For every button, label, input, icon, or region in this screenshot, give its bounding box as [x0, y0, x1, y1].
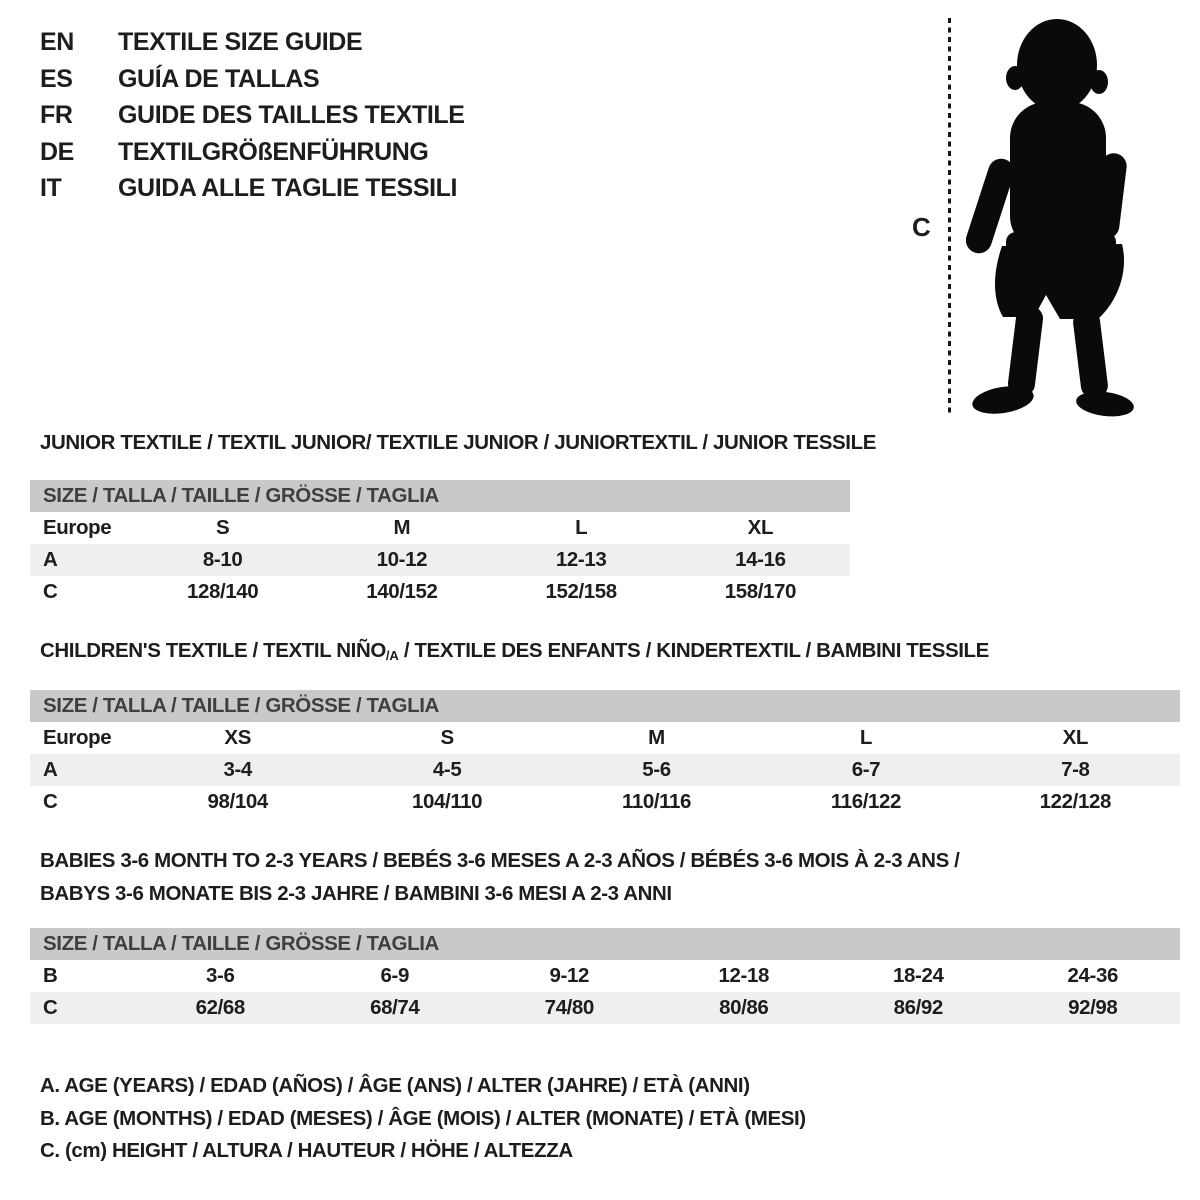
baby-silhouette-image — [966, 19, 1134, 417]
lang-code: IT — [40, 174, 62, 202]
column-header: XS — [224, 726, 251, 749]
table-cell: 4-5 — [432, 758, 462, 781]
note-height-cm: C. (cm) HEIGHT / ALTURA / HAUTEUR / HÖHE… — [40, 1139, 573, 1162]
table-cell: 128/140 — [186, 580, 259, 603]
lang-code: FR — [40, 101, 73, 129]
table-cell: 12-18 — [718, 964, 770, 987]
table-cell: 152/158 — [545, 580, 617, 603]
children-row-age: A 3-4 4-5 5-6 6-7 7-8 — [30, 754, 1180, 786]
babies-row-age-months: B 3-6 6-9 9-12 12-18 18-24 24-36 — [30, 960, 1180, 992]
note-age-years: A. AGE (YEARS) / EDAD (AÑOS) / ÂGE (ANS)… — [40, 1074, 750, 1097]
column-header: S — [440, 726, 454, 749]
column-header: L — [575, 516, 588, 539]
row-label: C — [43, 580, 58, 603]
column-header: Europe — [43, 726, 112, 749]
column-header: XL — [1062, 726, 1089, 749]
table-cell: 5-6 — [642, 758, 671, 781]
column-header: L — [859, 726, 873, 749]
children-heading-text: / TEXTILE DES ENFANTS / KINDERTEXTIL / B… — [398, 639, 990, 662]
lang-code: DE — [40, 137, 74, 166]
table-cell: 24-36 — [1067, 964, 1119, 987]
table-cell: 8-10 — [202, 548, 243, 571]
language-header: EN TEXTILE SIZE GUIDE ES GUÍA DE TALLAS … — [40, 24, 465, 207]
lang-row-fr: FR GUIDE DES TAILLES TEXTILE — [40, 97, 465, 134]
babies-size-table: SIZE / TALLA / TAILLE / GRÖSSE / TAGLIA … — [30, 928, 1180, 1024]
row-label: C — [43, 790, 58, 813]
lang-code: EN — [40, 28, 74, 56]
column-header: S — [215, 516, 230, 539]
table-cell: 6-7 — [851, 758, 881, 781]
table-cell: 12-13 — [555, 548, 607, 571]
column-header: Europe — [43, 516, 112, 539]
height-measure-dashed-line — [948, 18, 951, 416]
table-cell: 110/116 — [621, 790, 692, 813]
children-section-heading: CHILDREN'S TEXTILE / TEXTIL NIÑO/A / TEX… — [40, 639, 989, 665]
table-cell: 98/104 — [207, 790, 269, 813]
legend-notes: A. AGE (YEARS) / EDAD (AÑOS) / ÂGE (ANS)… — [40, 1070, 806, 1168]
table-cell: 6-9 — [380, 964, 410, 987]
lang-title: GUIDA ALLE TAGLIE TESSILI — [118, 174, 458, 202]
lang-title: GUIDE DES TAILLES TEXTILE — [118, 101, 465, 129]
table-cell: 3-4 — [223, 758, 252, 781]
table-cell: 122/128 — [1039, 790, 1112, 813]
table-cell: 9-12 — [549, 964, 590, 987]
lang-title: TEXTILE SIZE GUIDE — [118, 28, 363, 56]
row-label: A — [43, 758, 58, 781]
table-cell: 74/80 — [544, 996, 595, 1019]
junior-row-height: C 128/140 140/152 152/158 158/170 — [30, 576, 850, 608]
table-cell: 92/98 — [1068, 996, 1118, 1019]
children-row-height: C 98/104 104/110 110/116 116/122 122/128 — [30, 786, 1180, 818]
lang-row-es: ES GUÍA DE TALLAS — [40, 61, 465, 98]
children-size-table: SIZE / TALLA / TAILLE / GRÖSSE / TAGLIA … — [30, 690, 1180, 818]
table-cell: 104/110 — [412, 790, 483, 813]
lang-row-en: EN TEXTILE SIZE GUIDE — [40, 24, 465, 61]
row-label: A — [43, 548, 58, 571]
table-cell: 68/74 — [370, 996, 420, 1019]
measure-label-c: C — [912, 212, 931, 242]
table-cell: 10-12 — [376, 548, 428, 571]
row-label: B — [43, 964, 58, 987]
babies-section-heading-line1: BABIES 3-6 MONTH TO 2-3 YEARS / BEBÉS 3-… — [40, 849, 960, 872]
junior-section-heading: JUNIOR TEXTILE / TEXTIL JUNIOR/ TEXTILE … — [40, 431, 876, 454]
column-header: M — [648, 726, 665, 749]
size-header-bar: SIZE / TALLA / TAILLE / GRÖSSE / TAGLIA — [30, 690, 1180, 722]
table-cell: 14-16 — [735, 548, 786, 571]
children-column-header-row: Europe XS S M L XL — [30, 722, 1180, 754]
row-label: C — [43, 996, 58, 1019]
children-heading-text: CHILDREN'S TEXTILE / TEXTIL NIÑO — [40, 639, 386, 662]
table-cell: 62/68 — [195, 996, 246, 1019]
lang-row-it: IT GUIDA ALLE TAGLIE TESSILI — [40, 170, 465, 207]
lang-title: TEXTILGRÖßENFÜHRUNG — [118, 137, 429, 166]
lang-code: ES — [40, 64, 73, 93]
table-cell: 86/92 — [893, 996, 944, 1019]
children-heading-subscript: /A — [385, 648, 399, 663]
column-header: M — [393, 516, 411, 539]
junior-column-header-row: Europe S M L XL — [30, 512, 850, 544]
table-cell: 18-24 — [893, 964, 944, 987]
lang-title: GUÍA DE TALLAS — [118, 64, 320, 93]
table-cell: 80/86 — [719, 996, 769, 1019]
table-cell: 116/122 — [830, 790, 902, 813]
size-header-bar: SIZE / TALLA / TAILLE / GRÖSSE / TAGLIA — [30, 480, 850, 512]
junior-size-table: SIZE / TALLA / TAILLE / GRÖSSE / TAGLIA … — [30, 480, 850, 608]
column-header: XL — [747, 516, 774, 539]
table-cell: 3-6 — [206, 964, 235, 987]
size-header-bar: SIZE / TALLA / TAILLE / GRÖSSE / TAGLIA — [30, 928, 1180, 960]
junior-row-age: A 8-10 10-12 12-13 14-16 — [30, 544, 850, 576]
lang-row-de: DE TEXTILGRÖßENFÜHRUNG — [40, 134, 465, 171]
table-cell: 7-8 — [1061, 758, 1090, 781]
note-age-months: B. AGE (MONTHS) / EDAD (MESES) / ÂGE (MO… — [40, 1106, 806, 1130]
table-cell: 158/170 — [724, 580, 797, 603]
table-cell: 140/152 — [366, 580, 438, 603]
babies-row-height: C 62/68 68/74 74/80 80/86 86/92 92/98 — [30, 992, 1180, 1024]
babies-section-heading-line2: BABYS 3-6 MONATE BIS 2-3 JAHRE / BAMBINI… — [40, 882, 672, 905]
